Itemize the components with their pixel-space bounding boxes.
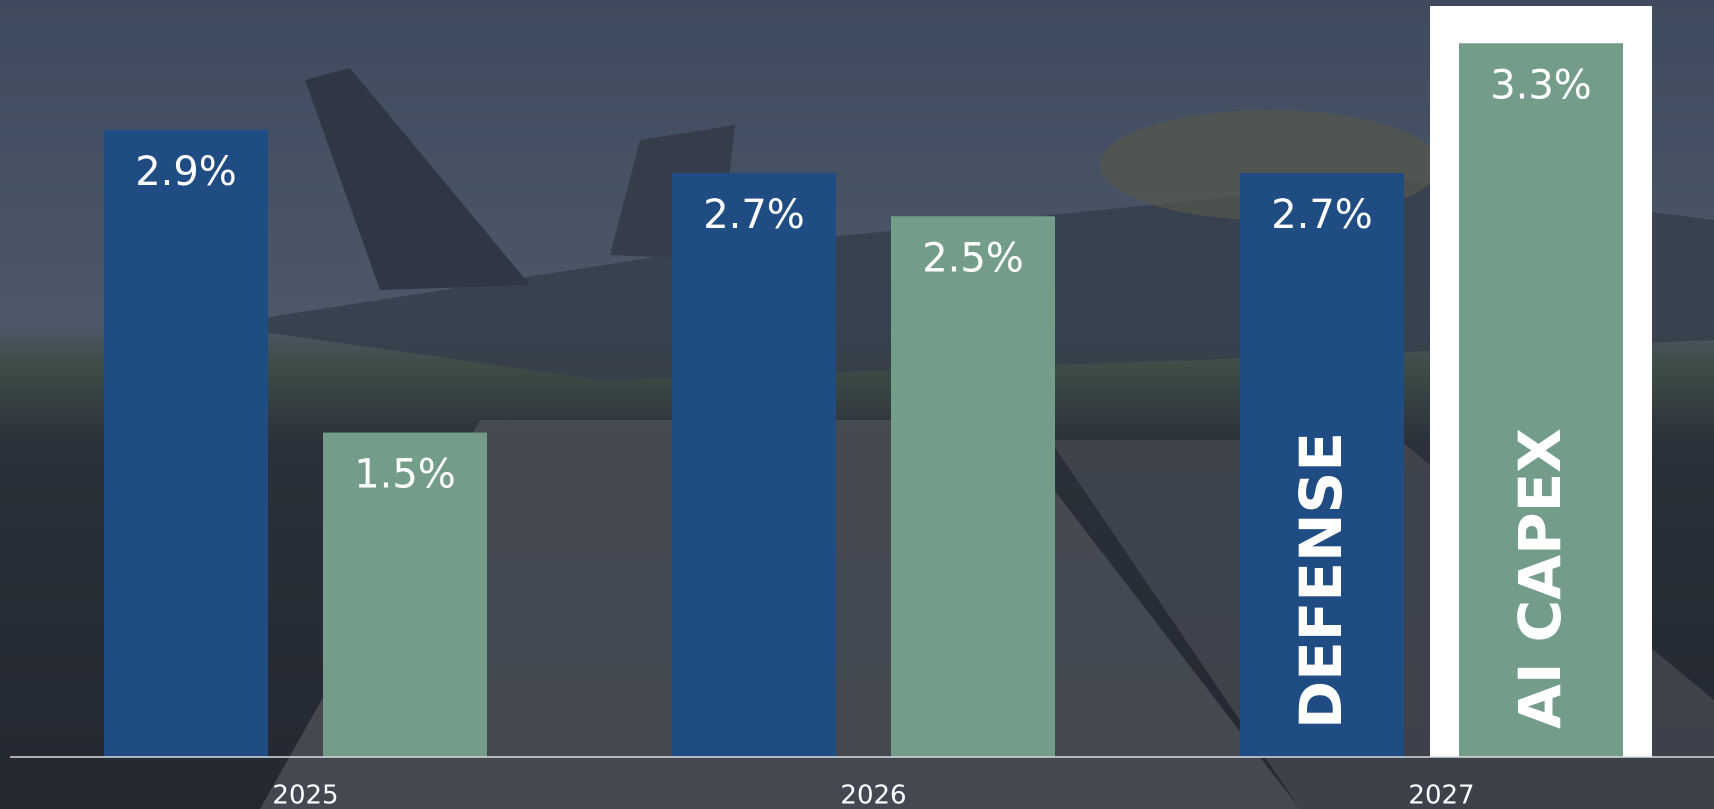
legend-label: DEFENSE	[1287, 432, 1355, 729]
data-label: 3.3%	[1490, 62, 1592, 108]
data-label: 2.7%	[703, 192, 805, 238]
bar	[1240, 173, 1404, 757]
data-label: 2.9%	[135, 149, 237, 195]
bar	[104, 129, 268, 757]
bar	[1459, 43, 1623, 757]
bar	[672, 173, 836, 757]
data-label: 1.5%	[354, 452, 456, 498]
bar	[891, 216, 1055, 758]
data-label: 2.5%	[922, 235, 1024, 281]
legend-label: AI CAPEX	[1506, 428, 1574, 729]
plot: 2.9% 1.5% 2025 2.7% 2.5% 2026 2.7% 3.3% 2027 DEFE…	[10, 6, 1714, 809]
x-tick-label: 2026	[840, 781, 906, 809]
x-tick-label: 2025	[272, 781, 338, 809]
aircraft-tail	[305, 68, 530, 290]
data-label: 2.7%	[1271, 192, 1373, 238]
x-tick-label: 2027	[1408, 781, 1474, 809]
bar	[323, 432, 487, 757]
